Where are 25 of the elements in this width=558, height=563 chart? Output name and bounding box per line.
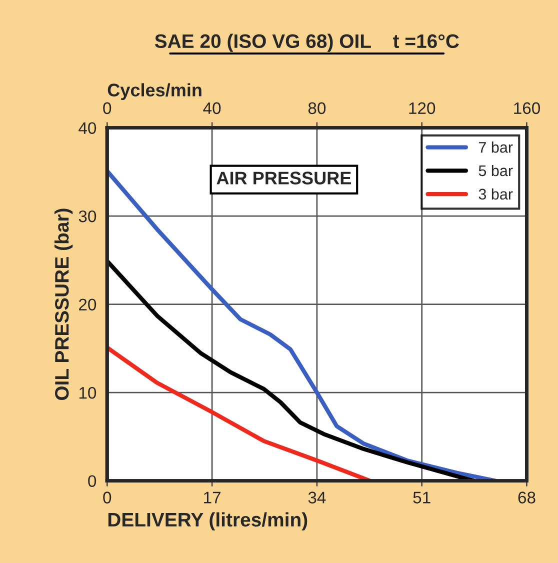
legend-label: 5 bar [478,164,513,176]
x2-tick-label: 80 [308,102,326,114]
x-tick-label: 0 [103,492,112,504]
y-tick-label: 40 [78,122,96,134]
x2-tick-label: 0 [103,102,112,114]
x2-axis-title: Cycles/min [108,83,202,100]
x-tick-label: 17 [204,492,220,504]
chart-title: SAE 20 (ISO VG 68) OIL t =16°C [154,34,459,52]
legend-title: AIR PRESSURE [216,172,351,184]
y-tick-label: 30 [78,210,96,222]
x2-tick-label: 40 [203,102,221,114]
x-tick-label: 68 [518,492,536,504]
legend-label: 7 bar [478,142,513,153]
x2-tick-label: 160 [514,102,540,114]
line-series [107,258,476,481]
x-axis-title: DELIVERY (litres/min) [108,512,308,530]
x-tick-label: 51 [413,492,430,504]
y-tick-label: 0 [88,475,96,488]
y-axis-title: OIL PRESSURE (bar) [54,208,73,400]
y-tick-label: 10 [79,386,96,399]
line-series [107,345,372,481]
x-tick-label: 34 [308,492,326,504]
legend-label: 3 bar [478,188,513,200]
x2-tick-label: 120 [409,102,436,114]
y-tick-label: 20 [79,298,96,311]
